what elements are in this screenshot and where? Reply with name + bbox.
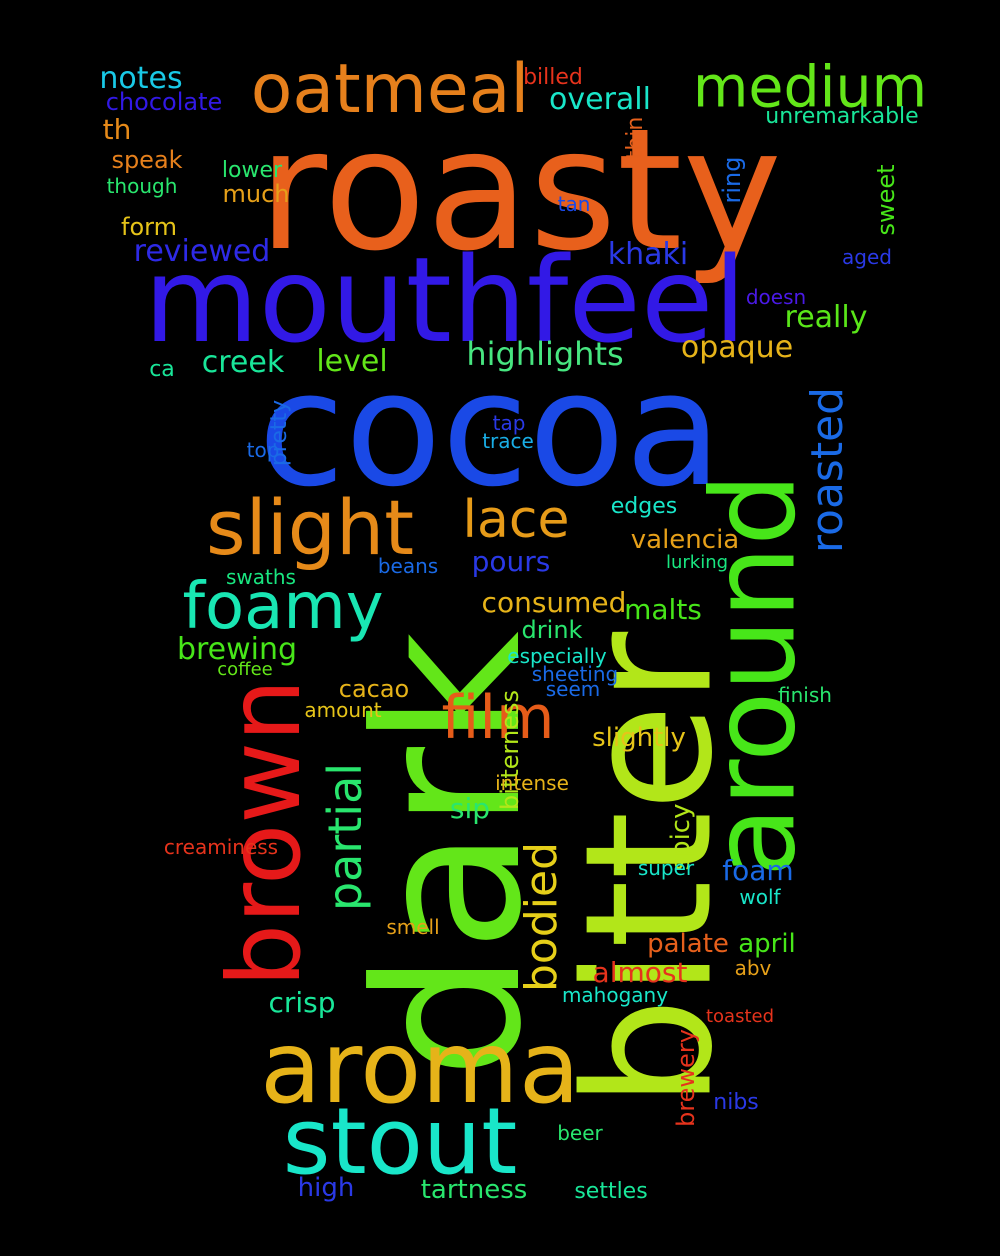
word: toasted [705, 1006, 775, 1027]
word: sheeting [531, 662, 619, 686]
word: opaque [680, 330, 794, 365]
word: beer [557, 1121, 603, 1145]
word: palate [647, 929, 729, 959]
word: malts [624, 593, 702, 626]
word: pours [471, 545, 551, 578]
word: brewery [672, 1029, 700, 1127]
word: consumed [481, 586, 627, 619]
word: ca [149, 357, 175, 382]
word: beans [377, 554, 439, 578]
word: wolf [739, 885, 781, 909]
word: partial [318, 762, 372, 912]
word: brewing [176, 632, 298, 667]
word: aged [842, 245, 892, 269]
word: billed [523, 65, 583, 90]
word: cocoa [258, 338, 722, 522]
word: crisp [268, 986, 336, 1019]
word: speak [111, 146, 183, 174]
word: roasty [258, 92, 782, 288]
word: smell [386, 915, 440, 939]
word: valencia [630, 525, 740, 555]
word: especially [507, 644, 607, 668]
word: tap [492, 411, 526, 435]
word: foam [722, 854, 794, 887]
word: slightly [592, 723, 686, 753]
word: thin [623, 116, 648, 160]
word: top [246, 438, 280, 462]
word: reviewed [133, 234, 271, 269]
word: chocolate [105, 88, 223, 116]
word: oatmeal [250, 50, 530, 129]
word: super [637, 856, 695, 880]
word: tan [557, 192, 591, 216]
word: notes [99, 61, 183, 96]
word: doesn [745, 285, 807, 309]
word: cacao [338, 675, 410, 703]
word: creaminess [163, 835, 279, 859]
word: mahogany [561, 983, 669, 1007]
word: overall [549, 82, 651, 117]
word: finish [778, 683, 832, 707]
word: creek [201, 345, 285, 380]
word: bodied [516, 841, 567, 993]
word: th [102, 113, 132, 146]
word: seem [545, 677, 601, 701]
word: level [316, 344, 388, 379]
word: intense [495, 771, 569, 795]
word: sip [449, 792, 491, 825]
word: high [297, 1173, 355, 1203]
word: abv [734, 956, 772, 980]
word: ring [718, 156, 746, 204]
word: mouthfeel [143, 231, 747, 369]
word: april [738, 929, 796, 959]
word: coffee [217, 659, 273, 680]
word: though [106, 174, 178, 198]
word: form [121, 213, 177, 241]
word: settles [574, 1179, 648, 1204]
word: aroma [259, 1009, 581, 1126]
word: unremarkable [765, 104, 919, 129]
word: drink [521, 616, 583, 644]
word: khaki [607, 237, 689, 272]
word: amount [304, 698, 382, 722]
word: really [784, 300, 868, 335]
word: highlights [466, 335, 624, 373]
word: tartness [420, 1175, 528, 1205]
word: slight [205, 483, 415, 572]
word: lower [221, 158, 283, 183]
word: roasted [802, 386, 853, 554]
word: foamy [182, 570, 384, 644]
word: film [441, 683, 555, 753]
word: edges [610, 494, 678, 519]
word: lace [462, 490, 570, 550]
word: medium [692, 54, 928, 121]
word: brown [206, 678, 323, 988]
word: swaths [226, 565, 296, 589]
word: nibs [713, 1090, 759, 1115]
word: much [222, 180, 290, 208]
word: trace [482, 429, 534, 453]
word: sweet [872, 164, 900, 236]
word: stout [282, 1088, 518, 1195]
word: lurking [665, 552, 729, 573]
word: almost [592, 956, 688, 989]
